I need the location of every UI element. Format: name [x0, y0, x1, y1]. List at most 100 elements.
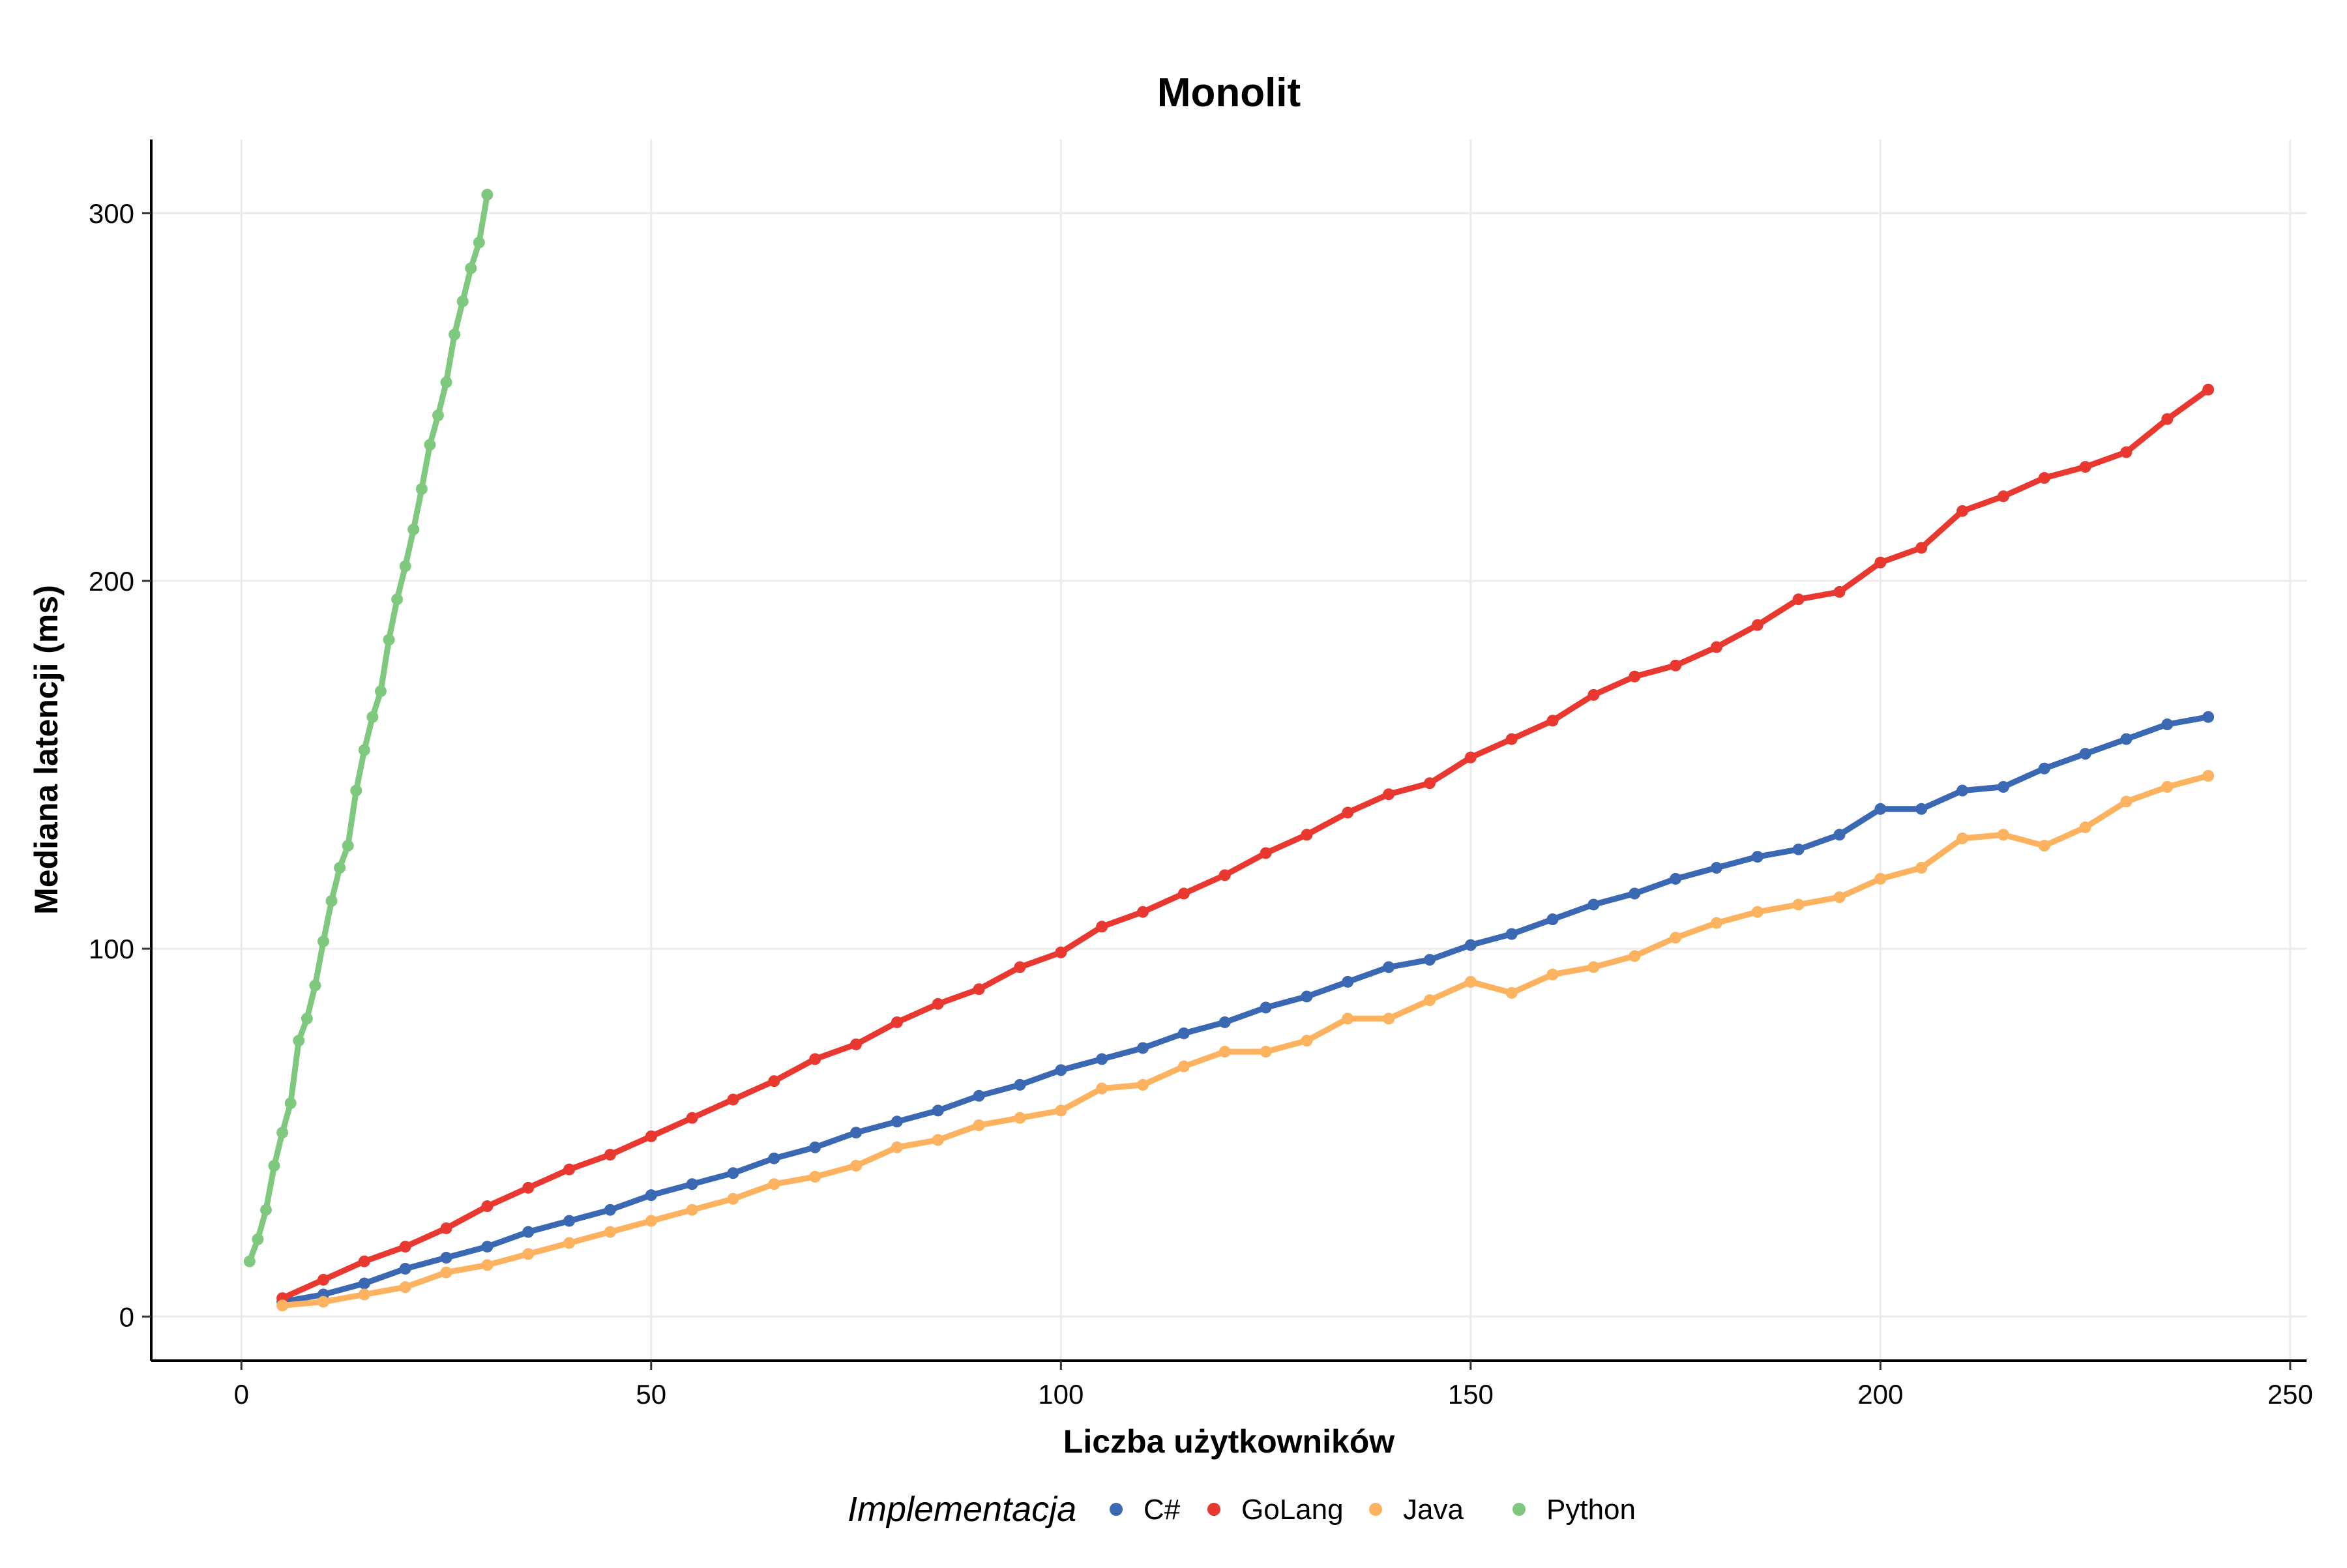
data-point	[2161, 718, 2174, 731]
data-point	[850, 1159, 863, 1172]
data-point	[645, 1130, 657, 1142]
y-axis-title: Mediana latencji (ms)	[28, 585, 65, 915]
data-point	[1014, 961, 1026, 973]
data-point	[1997, 780, 2009, 793]
legend-key	[1207, 1503, 1220, 1516]
data-point	[374, 685, 387, 698]
data-point	[1342, 975, 1354, 988]
data-point	[1874, 556, 1887, 569]
data-point	[1423, 994, 1436, 1007]
data-point	[2202, 769, 2215, 782]
data-point	[1301, 990, 1313, 1003]
data-point	[563, 1163, 576, 1176]
data-point	[1383, 961, 1395, 973]
data-point	[481, 188, 494, 201]
data-point	[563, 1215, 576, 1227]
data-point	[1096, 1082, 1108, 1095]
data-point	[727, 1167, 739, 1179]
data-point	[456, 295, 469, 308]
data-point	[1546, 913, 1559, 926]
data-point	[1301, 829, 1313, 841]
legend-label: GoLang	[1241, 1494, 1344, 1526]
data-point	[809, 1170, 821, 1183]
data-point	[243, 1255, 256, 1267]
y-tick-label: 300	[89, 198, 134, 229]
data-point	[1956, 832, 1969, 844]
data-point	[1014, 1112, 1026, 1124]
data-point	[2079, 461, 2091, 473]
series-line	[279, 714, 2211, 1305]
data-point	[342, 840, 354, 852]
data-point	[309, 979, 321, 992]
data-point	[1629, 887, 1641, 900]
data-point	[2079, 821, 2091, 833]
data-point	[1629, 670, 1641, 683]
data-point	[366, 711, 379, 723]
data-point	[1055, 1064, 1067, 1076]
x-axis-title: Liczba użytkowników	[1063, 1423, 1395, 1460]
data-point	[768, 1178, 780, 1191]
data-point	[768, 1152, 780, 1164]
data-point	[1218, 1046, 1231, 1058]
legend-label: Java	[1403, 1494, 1464, 1526]
data-point	[727, 1093, 739, 1106]
data-point	[973, 1119, 985, 1131]
data-point	[259, 1204, 272, 1216]
axes: 0 50 100 150 200 250 0 100 200 300	[89, 140, 2313, 1410]
data-point	[358, 1288, 370, 1301]
data-point	[2161, 413, 2174, 425]
data-point	[1055, 946, 1067, 958]
data-point	[317, 935, 329, 947]
data-point	[604, 1226, 616, 1238]
data-point	[1177, 887, 1190, 900]
legend-item: C#	[1110, 1494, 1181, 1526]
data-point	[1546, 968, 1559, 981]
data-point	[686, 1112, 698, 1124]
legend-key	[1110, 1503, 1123, 1516]
data-point	[481, 1259, 494, 1271]
data-point	[1505, 928, 1518, 940]
data-point	[399, 1241, 411, 1253]
data-point	[891, 1016, 903, 1028]
legend-key	[1369, 1503, 1382, 1516]
data-point	[850, 1038, 863, 1050]
data-point	[1587, 688, 1600, 701]
x-tick-label: 50	[636, 1379, 666, 1410]
data-point	[399, 1262, 411, 1275]
data-point	[358, 1255, 370, 1267]
data-point	[1055, 1104, 1067, 1117]
data-point	[1710, 862, 1722, 874]
data-point	[1383, 788, 1395, 801]
data-point	[522, 1248, 535, 1260]
data-point	[1383, 1013, 1395, 1025]
data-point	[1833, 829, 1846, 841]
legend-label: C#	[1144, 1494, 1181, 1526]
data-point	[293, 1035, 305, 1047]
data-point	[932, 998, 944, 1010]
data-point	[2038, 840, 2050, 852]
data-point	[1997, 490, 2009, 503]
data-point	[1751, 619, 1764, 631]
data-point	[399, 560, 411, 572]
data-point	[481, 1200, 494, 1213]
data-point	[1833, 585, 1846, 598]
data-point	[268, 1159, 280, 1172]
data-point	[768, 1075, 780, 1087]
legend-items: C# GoLang Java Python	[1110, 1494, 1636, 1526]
series-line	[279, 773, 2211, 1309]
data-point	[645, 1189, 657, 1202]
x-tick-label: 250	[2267, 1379, 2313, 1410]
data-point	[809, 1141, 821, 1153]
data-point	[2202, 383, 2215, 396]
x-tick-label: 200	[1857, 1379, 1903, 1410]
data-point	[1956, 784, 1969, 797]
data-point	[1915, 862, 1928, 874]
data-point	[1464, 975, 1477, 988]
data-point	[1014, 1078, 1026, 1091]
data-point	[252, 1233, 264, 1245]
data-point	[1342, 806, 1354, 819]
data-point	[1464, 751, 1477, 763]
data-point	[1218, 869, 1231, 881]
data-point	[1218, 1016, 1231, 1028]
